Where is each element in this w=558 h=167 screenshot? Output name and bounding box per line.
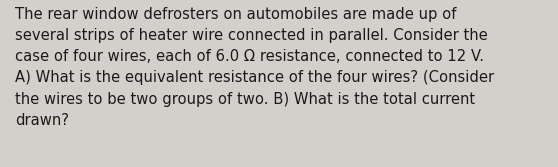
Text: The rear window defrosters on automobiles are made up of
several strips of heate: The rear window defrosters on automobile… bbox=[15, 7, 494, 128]
